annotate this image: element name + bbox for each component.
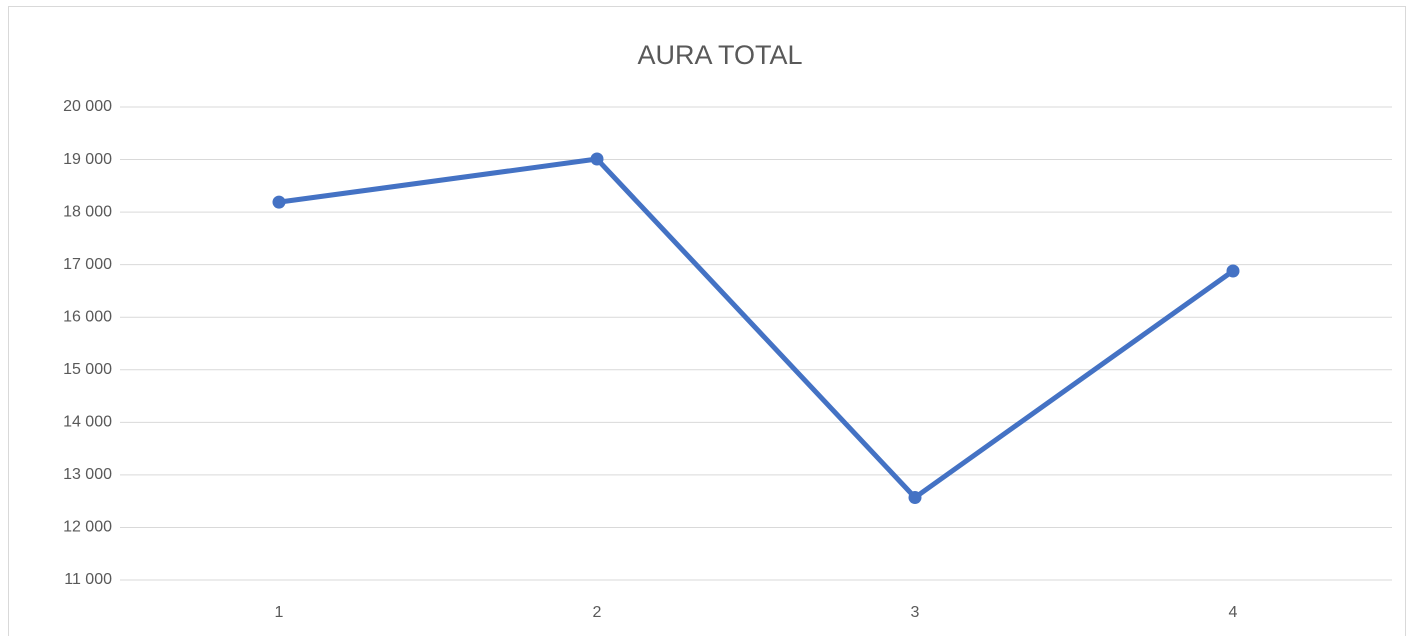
y-tick-label: 15 000 <box>63 361 112 378</box>
y-tick-label: 17 000 <box>63 256 112 273</box>
y-tick-label: 20 000 <box>63 98 112 115</box>
x-tick-label: 1 <box>275 604 284 621</box>
y-tick-label: 18 000 <box>63 203 112 220</box>
chart-border <box>8 6 1406 636</box>
y-tick-label: 14 000 <box>63 414 112 431</box>
data-line <box>276 156 1236 500</box>
data-point <box>590 152 604 166</box>
data-point <box>1226 264 1240 278</box>
chart-title: AURA TOTAL <box>637 40 802 70</box>
data-point <box>272 195 286 209</box>
x-tick-label: 4 <box>1229 604 1238 621</box>
y-tick-label: 11 000 <box>64 571 112 588</box>
y-tick-label: 13 000 <box>63 466 112 483</box>
x-tick-label: 3 <box>911 604 920 621</box>
y-tick-label: 12 000 <box>63 519 112 536</box>
y-tick-label: 16 000 <box>63 308 112 325</box>
y-tick-label: 19 000 <box>63 151 112 168</box>
x-tick-label: 2 <box>593 604 602 621</box>
data-point <box>908 490 922 504</box>
